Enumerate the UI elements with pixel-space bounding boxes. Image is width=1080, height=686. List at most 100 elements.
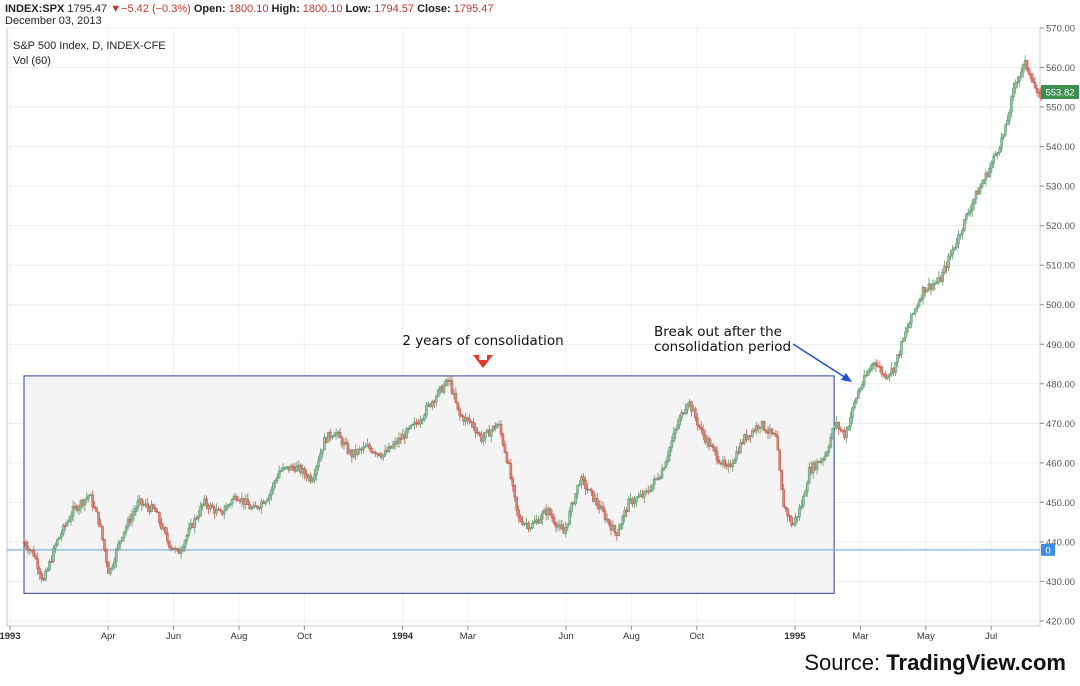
candle-body — [201, 503, 204, 507]
candle-body — [32, 549, 36, 557]
candle-body — [915, 305, 919, 310]
candle-body — [788, 515, 791, 518]
candle-body — [529, 527, 532, 530]
y-tick-label: 570.00 — [1046, 24, 1075, 35]
candle-body — [130, 514, 134, 523]
y-tick-label: 530.00 — [1046, 182, 1075, 193]
candle-body — [107, 562, 110, 574]
candle-body — [1021, 64, 1025, 73]
candle-body — [46, 568, 49, 572]
candle-body — [548, 508, 552, 516]
candle-body — [966, 212, 970, 216]
x-tick-label: 1995 — [784, 631, 806, 642]
candle-body — [69, 515, 73, 521]
candle-body — [970, 203, 974, 212]
candle-body — [823, 455, 827, 460]
y-tick-label: 510.00 — [1046, 261, 1075, 272]
candle-body — [38, 568, 42, 575]
candle-body — [582, 476, 585, 481]
candle-body — [552, 517, 556, 524]
y-tick-label: 490.00 — [1046, 340, 1075, 351]
candle-body — [701, 428, 705, 436]
candle-body — [1033, 82, 1037, 89]
candle-body — [215, 508, 218, 514]
candle-body — [980, 183, 984, 188]
candle-body — [580, 476, 583, 485]
candle-body — [868, 368, 872, 372]
candle-body — [513, 485, 517, 498]
candle-body — [909, 313, 913, 324]
candle-body — [256, 505, 259, 509]
y-tick-label: 560.00 — [1046, 63, 1075, 74]
candle-body — [576, 484, 579, 494]
candle-body — [715, 450, 719, 461]
candle-body — [540, 512, 544, 520]
candle-body — [1004, 124, 1007, 135]
header-ohlc: INDEX:SPX 1795.47 ▼−5.42 (−0.3%) Open: 1… — [5, 3, 494, 15]
candle-body — [91, 494, 95, 508]
candle-body — [713, 447, 717, 452]
candle-body — [862, 375, 866, 385]
candle-body — [454, 392, 458, 403]
candle-body — [1006, 120, 1009, 126]
candle-body — [866, 371, 870, 376]
candle-body — [1014, 82, 1017, 89]
candle-body — [59, 533, 63, 538]
candle-body — [911, 312, 915, 315]
candle-body — [124, 526, 128, 533]
candle-body — [111, 566, 114, 569]
candle-body — [607, 518, 611, 525]
red-arrow-icon — [473, 355, 493, 368]
candle-body — [309, 475, 312, 482]
candle-body — [782, 489, 786, 508]
x-tick-label: Apr — [101, 631, 116, 642]
candle-body — [758, 426, 762, 429]
candle-body — [330, 436, 334, 438]
candle-body — [179, 550, 183, 554]
candle-body — [964, 214, 968, 220]
candle-body — [568, 510, 572, 525]
candle-body — [234, 495, 238, 500]
candle-body — [906, 327, 909, 333]
candle-body — [676, 424, 679, 430]
candle-body — [894, 362, 897, 373]
candle-body — [120, 537, 124, 542]
candle-body — [941, 271, 945, 282]
x-tick-label: Aug — [230, 631, 247, 642]
candle-body — [874, 362, 878, 367]
candle-body — [315, 466, 318, 476]
candle-body — [819, 459, 823, 464]
candle-body — [564, 526, 568, 534]
candle-body — [717, 459, 721, 464]
x-tick-label: Jul — [985, 631, 997, 642]
candle-body — [478, 432, 481, 435]
candle-body — [54, 544, 57, 549]
last-price: 1795.47 — [67, 3, 108, 15]
candle-body — [831, 427, 835, 438]
candle-body — [109, 568, 112, 574]
candle-body — [434, 396, 438, 403]
candle-body — [77, 506, 81, 511]
candle-body — [633, 501, 636, 505]
candle-body — [264, 501, 267, 504]
candle-body — [460, 414, 464, 417]
candle-body — [356, 449, 360, 455]
candle-body — [643, 491, 646, 498]
candle-body — [731, 463, 734, 468]
candle-body — [58, 536, 61, 540]
candle-body — [101, 525, 104, 540]
candle-body — [279, 470, 283, 472]
candle-body — [219, 509, 222, 512]
candle-body — [48, 560, 51, 570]
candle-body — [224, 505, 228, 512]
candle-body — [211, 504, 214, 508]
candle-body — [974, 190, 978, 200]
open-value: 1800.10 — [228, 3, 269, 15]
candle-body — [136, 500, 140, 509]
candle-body — [807, 467, 811, 484]
candle-body — [584, 479, 587, 489]
candle-body — [858, 388, 862, 392]
y-tick-label: 550.00 — [1046, 103, 1075, 114]
candle-body — [696, 417, 699, 426]
